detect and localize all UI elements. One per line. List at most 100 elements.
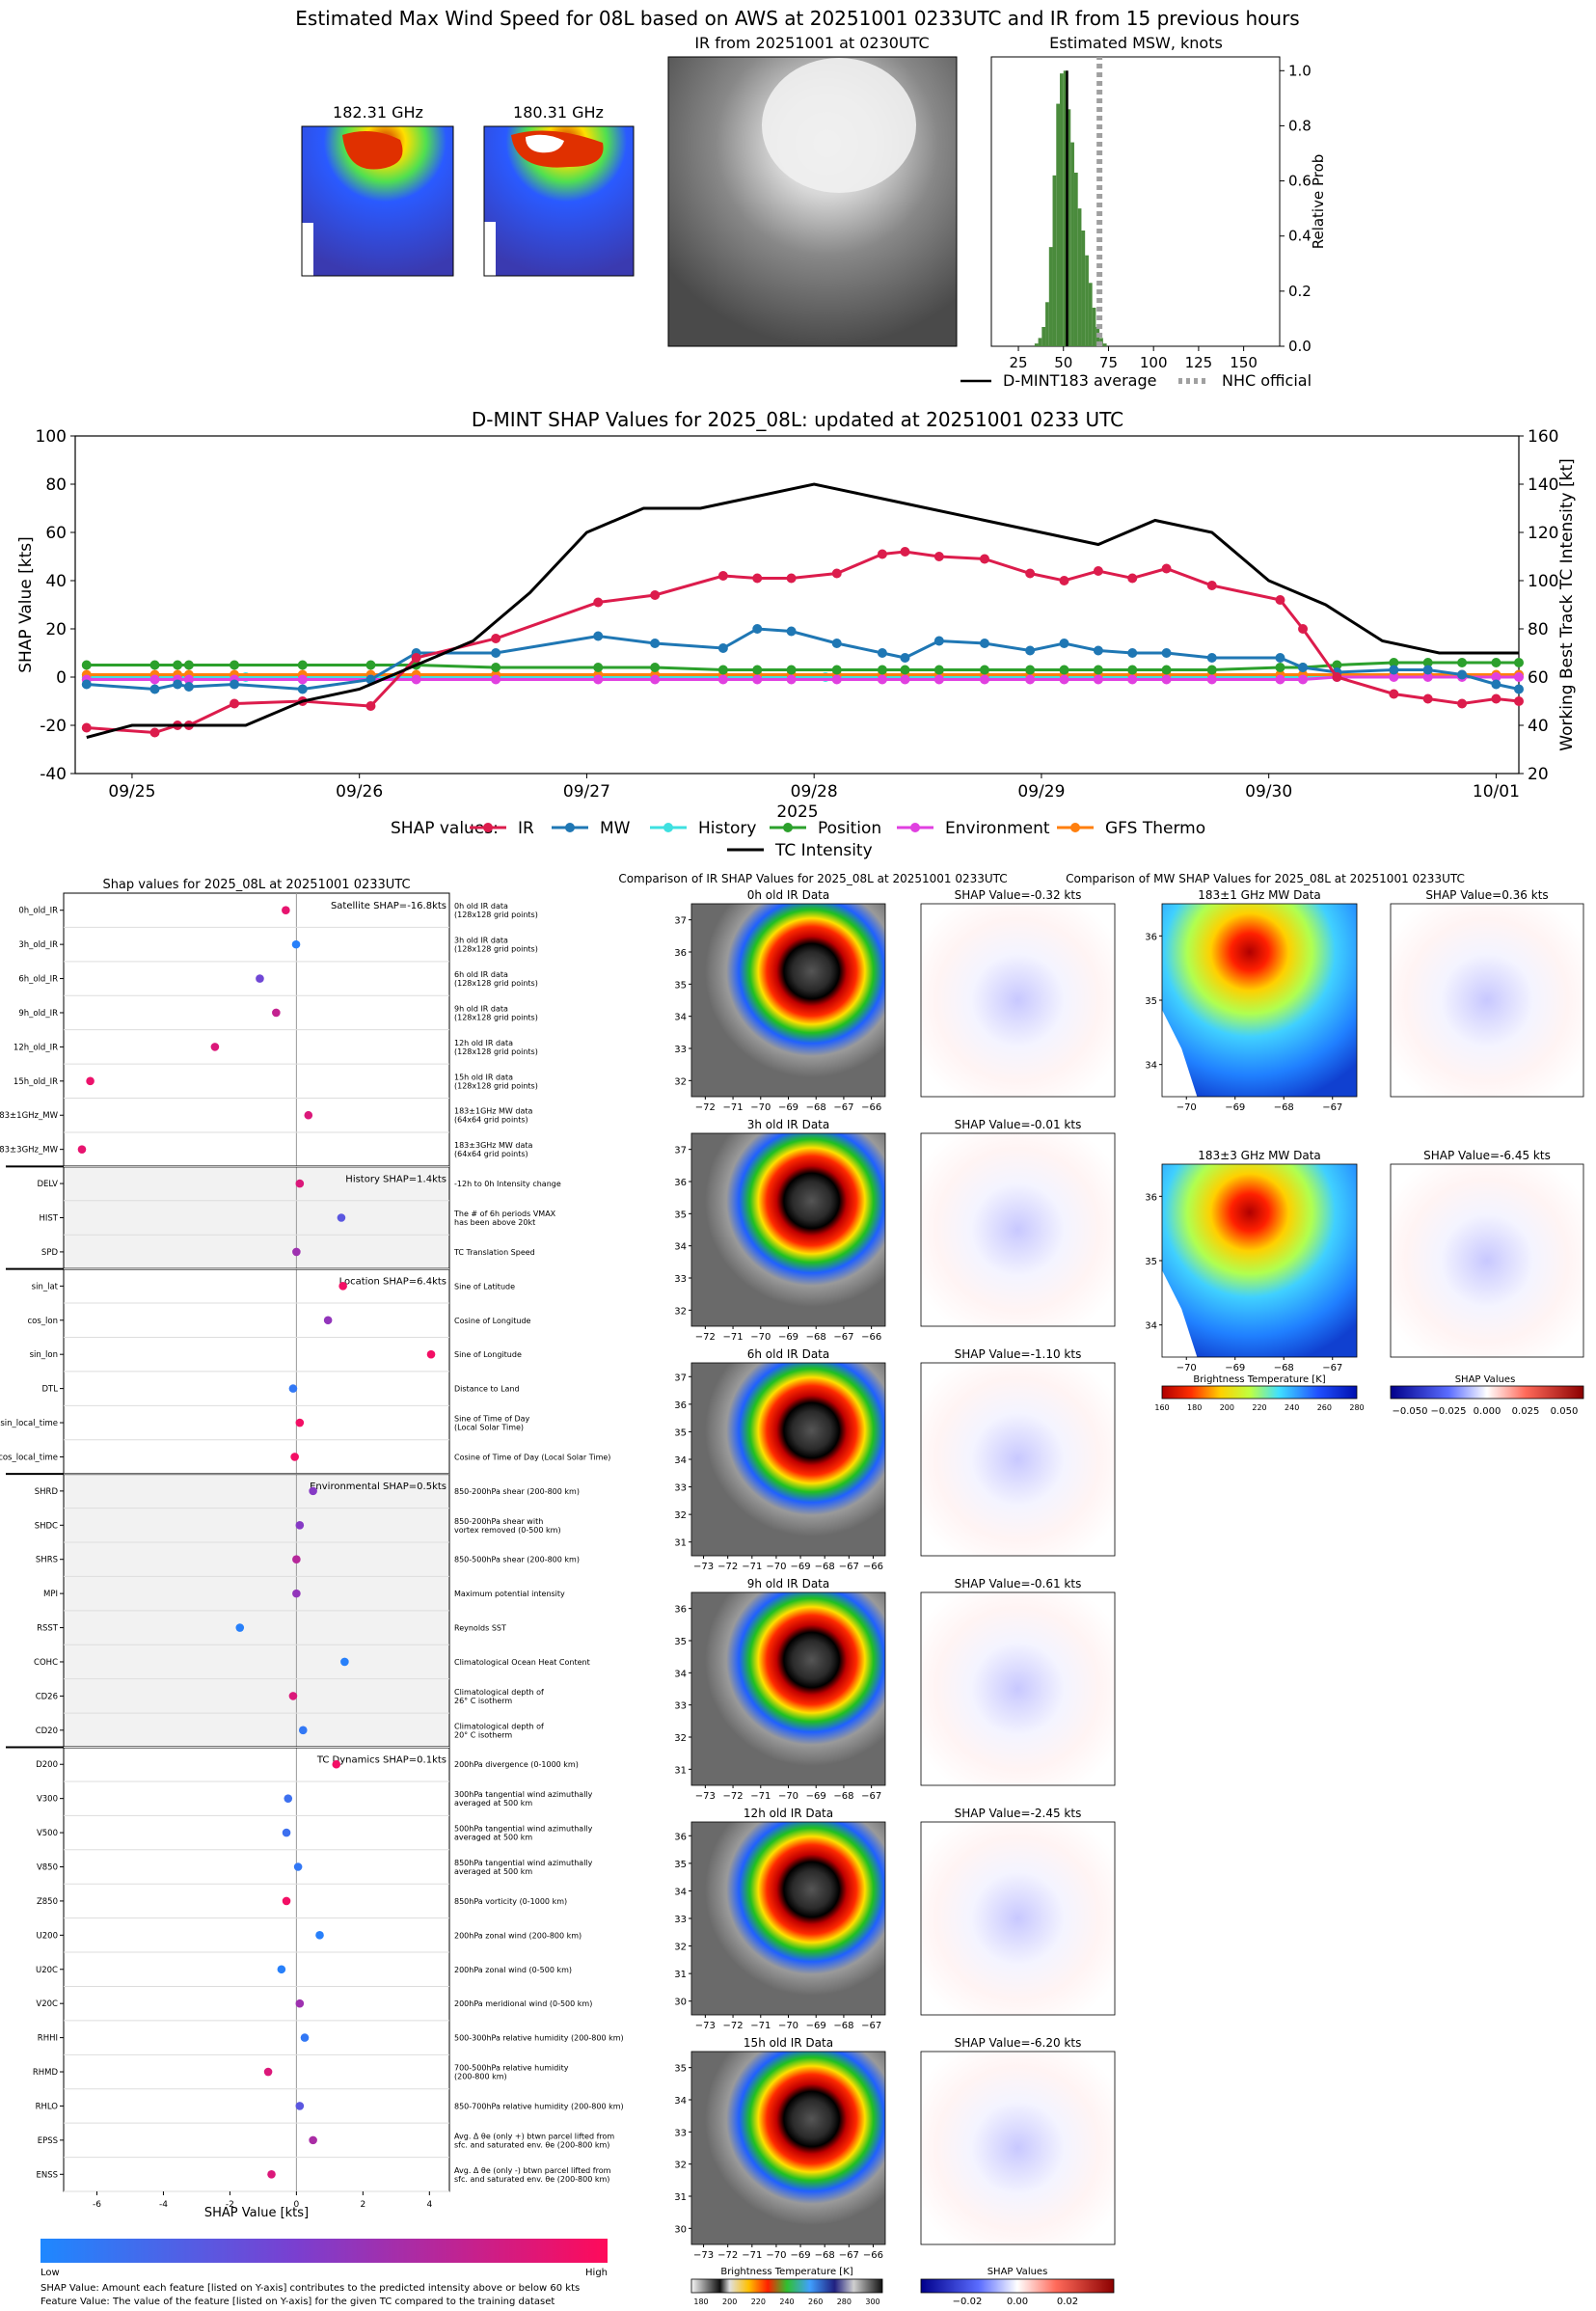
ts-point [365,660,376,670]
ir-data-5-xtick-label: −70 [766,2250,786,2261]
ir-data-5-ytick-label: 33 [674,2128,687,2138]
ts-y2label: Working Best Track TC Intensity [kt] [1557,458,1577,751]
feat-title: Shap values for 2025_08L at 20251001 023… [102,878,410,892]
ts-point [297,684,308,694]
ts-point [1161,648,1172,658]
feat-desc: averaged at 500 km [454,1834,532,1842]
feat-desc: Avg. Δ θe (only -) btwn parcel lifted fr… [454,2166,611,2175]
hist-bar [1070,142,1074,346]
mw-compare-title: Comparison of MW SHAP Values for 2025_08… [1066,872,1465,885]
ts-point [1093,645,1103,656]
feat-desc: sfc. and saturated env. θe (200-800 km) [454,2140,609,2149]
ts-point [149,727,160,738]
mw-shap-1-title: SHAP Value=-6.45 kts [1423,1149,1551,1162]
ts-y2tick-label: 140 [1528,476,1558,495]
ir-data-4-title: 12h old IR Data [744,1807,833,1820]
mw1-image [301,125,454,277]
ts-point [1298,674,1309,685]
feat-desc: Climatological depth of [454,1722,544,1730]
feat-name: sin_lon [30,1350,58,1360]
ts-y2tick-label: 120 [1528,524,1558,543]
feat-desc: 200hPa zonal wind (0-500 km) [454,1966,572,1974]
feat-desc: The # of 6h periods VMAX [453,1210,556,1218]
ts-point [1127,674,1138,685]
ir-cbar-label: Brightness Temperature [K] [720,2267,852,2277]
feat-group-label: Environmental SHAP=0.5kts [310,1482,446,1492]
ts-plot: -40 -20 0 20 40 60 80 100 20 40 60 80 100 120 140 160 09… [36,427,1559,802]
ir-data-1-xtick-label: −68 [806,1332,826,1343]
feat-point [292,1589,301,1598]
ts-point [650,663,661,672]
feat-desc: (128x128 grid points) [454,1081,538,1090]
ts-point [900,653,910,663]
feat-point [284,1794,293,1803]
feat-desc: 26° C isotherm [454,1697,512,1705]
ir-panels: 0h old IR Data 37 36 35 34 33 32 −72 −71 −70 −69 −6… [674,888,1116,2261]
feat-name: RHMD [33,2068,59,2078]
ts-ytick-label: 40 [45,572,67,591]
mw-cbar-tick: 280 [1349,1403,1364,1412]
feat-desc: (128x128 grid points) [454,945,538,954]
feat-desc: (200-800 km) [454,2073,507,2081]
ts-point [230,660,240,670]
ts-point [1025,674,1036,685]
ts-point [1514,672,1524,682]
ts-point [650,639,661,648]
mw-colorbar: Brightness Temperature [K] 160 180 200 220 2… [1154,1374,1364,1412]
hist-xtick-label: 25 [1009,354,1027,371]
feat-group-label: History SHAP=1.4kts [345,1174,446,1184]
ts-point [1422,672,1433,682]
ts-point [979,674,989,685]
ts-legend-marker [1070,823,1080,832]
ir-data-2-xtick-label: −70 [766,1562,786,1572]
ts-point [1332,660,1342,670]
ts-point [1206,653,1217,663]
feat-name: SHRD [35,1487,59,1497]
ir-data-2-xtick-label: −68 [815,1562,835,1572]
mw-data-1-xtick-label: −68 [1274,1363,1294,1373]
feat-desc: (Local Solar Time) [454,1424,524,1432]
feat-name: DTL [42,1385,59,1395]
ts-point [1093,665,1103,675]
ir-data-5-title: 15h old IR Data [744,2036,833,2050]
ts-point [877,648,887,658]
feat-point [256,974,264,983]
feat-name: SHRS [36,1556,58,1565]
ts-point [786,626,797,637]
feat-point [263,2067,273,2077]
mw-cbar-tick: 180 [1187,1403,1202,1412]
feat-desc: 3h old IR data [454,937,508,945]
ts-point [717,643,728,653]
ts-point [1491,672,1501,682]
hist-ytick-label: 0.4 [1288,228,1312,245]
feat-xlabel: SHAP Value [kts] [204,2206,309,2220]
ts-point [183,682,194,692]
ts-point [411,653,421,663]
ts-point [1389,665,1399,675]
feat-name: 0h_old_IR [18,907,58,916]
ts-point [786,665,797,675]
mw-data-1-ytick-label: 34 [1145,1321,1157,1332]
ir-data-3-xtick-label: −67 [861,1791,881,1802]
feat-point [300,2033,310,2042]
ts-point [1093,566,1103,576]
mw-shap-colorbar: SHAP Values −0.050 −0.025 0.000 0.025 0.050 [1390,1374,1584,1417]
ts-xtick-label: 09/30 [1245,782,1292,802]
ir-data-4-xtick-label: −70 [778,2021,798,2031]
ts-point [752,573,763,584]
hist-bar [1102,343,1107,346]
cbar-high: High [585,2268,608,2278]
hist-xtick-label: 100 [1140,354,1168,371]
ir-cbar-tick: 300 [865,2297,879,2306]
ts-point [149,674,160,685]
hist-bar [1052,175,1057,346]
feat-desc: sfc. and saturated env. θe (200-800 km) [454,2175,609,2184]
feat-name: sin_lat [32,1282,59,1291]
ts-point [1127,648,1138,658]
feat-name: 183±3GHz_MW [0,1146,59,1156]
feat-desc: 15h old IR data [454,1073,513,1081]
ir-data-2-ytick-label: 33 [674,1483,687,1494]
ts-point [933,552,944,561]
ir-data-5-ytick-label: 35 [674,2064,687,2075]
